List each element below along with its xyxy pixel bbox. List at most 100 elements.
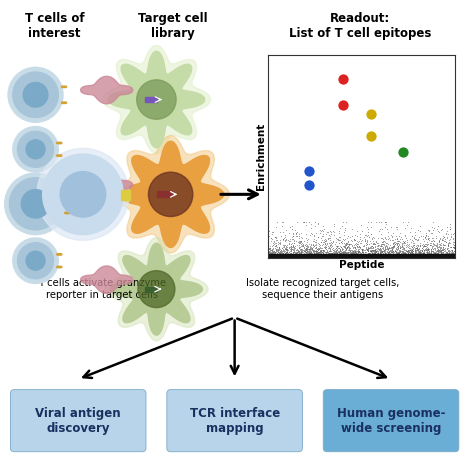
Point	[317, 254, 324, 261]
Point	[380, 249, 387, 256]
Point	[409, 245, 417, 252]
Point	[410, 253, 417, 261]
Point	[305, 247, 312, 255]
Point	[325, 250, 333, 258]
Point	[330, 253, 337, 261]
Point	[353, 249, 360, 257]
Point	[339, 254, 346, 261]
Point	[373, 252, 380, 259]
Point	[343, 248, 350, 256]
Point	[332, 244, 340, 252]
Point	[355, 242, 362, 250]
Point	[319, 228, 327, 235]
Point	[320, 254, 328, 261]
Point	[319, 252, 327, 259]
Point	[409, 251, 416, 258]
Point	[378, 252, 386, 260]
Point	[379, 243, 386, 250]
Point	[359, 255, 366, 262]
Point	[435, 228, 443, 236]
Point	[313, 248, 321, 255]
Point	[365, 218, 372, 226]
Point	[355, 252, 363, 260]
Point	[284, 252, 292, 260]
Point	[333, 249, 341, 257]
Point	[278, 254, 286, 262]
Point	[273, 246, 281, 253]
Point	[407, 225, 414, 232]
Point	[385, 252, 392, 260]
Circle shape	[148, 172, 193, 217]
Point	[427, 252, 435, 260]
Point	[369, 234, 376, 242]
Point	[396, 253, 404, 261]
Point	[424, 236, 431, 243]
Point	[451, 246, 459, 254]
Point	[416, 251, 424, 259]
Point	[349, 244, 356, 251]
Point	[319, 254, 327, 262]
Point	[339, 254, 346, 262]
Point	[356, 248, 363, 255]
Point	[350, 253, 357, 261]
Point	[393, 252, 401, 260]
Point	[325, 243, 332, 251]
Point	[370, 250, 378, 257]
Point	[269, 252, 277, 260]
Point	[290, 250, 297, 257]
Point	[374, 239, 382, 246]
Point	[293, 253, 301, 260]
Point	[282, 252, 290, 260]
Point	[275, 244, 283, 252]
Point	[416, 241, 424, 248]
Point	[408, 248, 415, 255]
Point	[444, 254, 451, 261]
Point	[332, 234, 340, 242]
Point	[335, 239, 343, 247]
Point	[394, 242, 402, 250]
Point	[428, 243, 436, 250]
Point	[334, 251, 341, 259]
Point	[385, 254, 393, 261]
Point	[415, 253, 422, 260]
Point	[397, 252, 404, 260]
Point	[423, 244, 430, 252]
Point	[410, 253, 418, 261]
Point	[421, 254, 428, 261]
Point	[353, 252, 360, 260]
Point	[283, 249, 290, 257]
Point	[430, 252, 438, 260]
Point	[403, 252, 410, 259]
Point	[370, 239, 377, 246]
Point	[405, 254, 412, 262]
Point	[272, 241, 280, 248]
Point	[434, 246, 441, 254]
Point	[440, 247, 447, 255]
Point	[413, 255, 420, 262]
Point	[399, 254, 406, 262]
Point	[278, 254, 285, 262]
Point	[371, 249, 378, 257]
Point	[311, 251, 319, 259]
Point	[328, 253, 335, 260]
Point	[309, 246, 316, 254]
Point	[316, 247, 323, 255]
Point	[309, 254, 316, 262]
Point	[447, 252, 454, 260]
Point	[388, 248, 396, 256]
Point	[342, 241, 350, 249]
Point	[354, 251, 362, 259]
Point	[362, 239, 370, 246]
Point	[364, 231, 371, 239]
Point	[425, 254, 433, 262]
Point	[350, 236, 357, 243]
Point	[425, 251, 433, 258]
Point	[264, 246, 272, 254]
Point	[317, 247, 325, 255]
Point	[403, 254, 410, 262]
Point	[412, 250, 419, 257]
Point	[418, 247, 426, 255]
Point	[385, 255, 393, 262]
Point	[441, 245, 448, 253]
Point	[399, 239, 407, 247]
